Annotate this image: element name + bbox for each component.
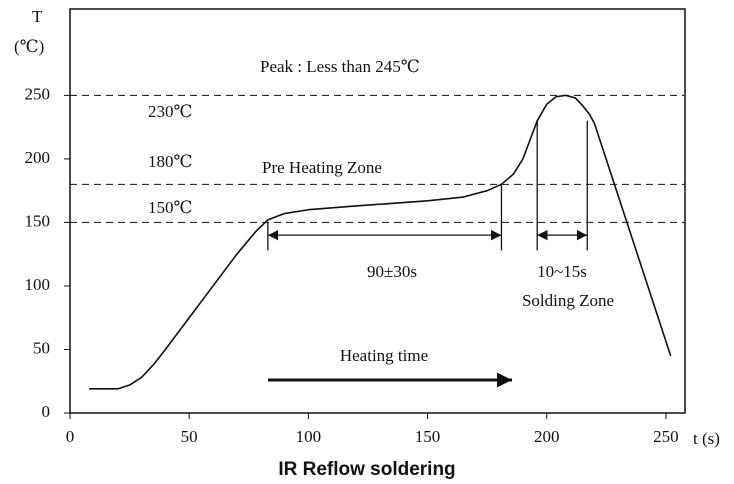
annotation: Pre Heating Zone bbox=[262, 158, 382, 177]
y-tick-label: 0 bbox=[42, 402, 51, 421]
x-tick-label: 0 bbox=[66, 427, 75, 446]
x-tick-label: 200 bbox=[534, 427, 560, 446]
x-tick-label: 50 bbox=[181, 427, 198, 446]
y-axis-symbol: T bbox=[32, 7, 43, 26]
annotation: 150℃ bbox=[148, 198, 193, 217]
plot-frame bbox=[69, 8, 686, 414]
y-axis-unit: (℃) bbox=[14, 37, 44, 56]
y-tick-label: 50 bbox=[33, 338, 50, 357]
profile-line bbox=[89, 94, 672, 390]
annotation: 90±30s bbox=[367, 262, 417, 281]
annotation: Solding Zone bbox=[522, 291, 614, 310]
annotation: Peak : Less than 245℃ bbox=[260, 57, 420, 76]
x-tick-label: 250 bbox=[653, 427, 679, 446]
y-tick-label: 250 bbox=[25, 84, 51, 103]
chart-title: IR Reflow soldering bbox=[278, 459, 455, 480]
annotation: 230℃ bbox=[148, 102, 193, 121]
x-tick-label: 150 bbox=[415, 427, 441, 446]
x-axis-label: t (s) bbox=[693, 429, 720, 448]
annotation: 180℃ bbox=[148, 152, 193, 171]
annotation: Heating time bbox=[340, 346, 428, 365]
annotation: 10~15s bbox=[537, 262, 587, 281]
y-tick-label: 200 bbox=[25, 148, 51, 167]
x-tick-label: 100 bbox=[296, 427, 322, 446]
y-tick-label: 150 bbox=[25, 211, 51, 230]
y-tick-label: 100 bbox=[25, 275, 51, 294]
